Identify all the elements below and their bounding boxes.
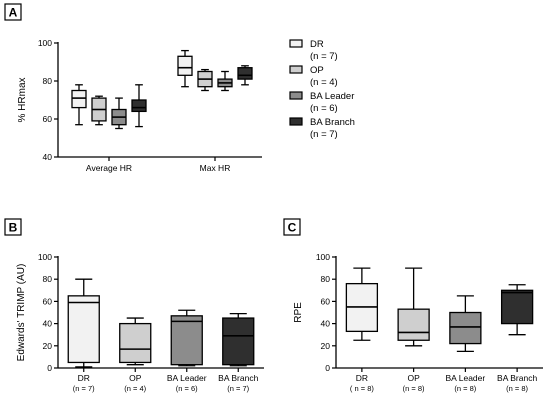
panel-a-legend-swatch [289,91,303,100]
panel-b-box-box [67,295,100,364]
panel-a-letter-box [4,3,22,21]
panel-b-ytick-label: 40 [43,319,53,329]
panel-b-letter-box [4,218,22,236]
panel-b-category-n: (n = 7) [227,384,249,393]
panel-c-ylabel: RPE [293,302,304,323]
panel-c-category-n: (n = 8) [454,384,476,393]
panel-a-legend-name: DR [310,39,324,50]
panel-a-box-box [177,55,193,76]
panel-a-ylabel: % HRmax [17,77,28,122]
panel-c-box-box [500,289,534,325]
panel-b-ytick-label: 20 [43,341,53,351]
panel-c-ytick-label: 40 [321,319,331,329]
panel-c-ytick-label: 0 [325,363,330,373]
panel-b-category-label: BA Branch [218,373,258,383]
panel-c-category-label: BA Leader [446,373,486,383]
panel-c-letter-box [283,218,301,236]
panel-c-category-label: OP [407,373,420,383]
panel-c-letter: C [288,221,297,235]
panel-a-ytick-label: 60 [43,114,53,124]
panel-b-ylabel: Edwards' TRIMP (AU) [16,264,27,362]
panel-a-box-box [131,99,147,113]
panel-a-legend-swatch [289,117,303,126]
panel-a-legend-n: (n = 6) [310,103,338,114]
panel-a-legend-n: (n = 4) [310,77,338,88]
panel-a-legend-name: OP [310,65,324,76]
panel-c-ytick-label: 60 [321,296,331,306]
panel-b-category-label: BA Leader [167,373,207,383]
panel-b-box-box [119,322,152,364]
panel-a-legend-name: BA Branch [310,117,355,128]
panel-c-category-label: DR [356,373,368,383]
panel-b-category-n: (n = 4) [124,384,146,393]
panel-b-category-n: (n = 6) [176,384,198,393]
panel-c-ytick-label: 80 [321,274,331,284]
panel-b-ytick-label: 100 [38,252,52,262]
panel-c-box-box [397,308,430,341]
panel-a-ytick-label: 100 [38,38,52,48]
panel-a-letter: A [9,6,18,20]
panel-a-box-box [71,89,87,109]
panel-a-legend-name: BA Leader [310,91,354,102]
panel-c-category-label: BA Branch [497,373,537,383]
panel-c-category-n: ( n = 8) [350,384,374,393]
panel-b-ytick-label: 0 [47,363,52,373]
panel-c-ytick-label: 20 [321,341,331,351]
panel-a-legend-n: (n = 7) [310,51,338,62]
panel-a-ytick-label: 40 [43,152,53,162]
panel-a-box-box [237,67,253,80]
panel-a-category-label: Max HR [200,163,231,173]
panel-b-category-n: (n = 7) [73,384,95,393]
panel-b-category-label: OP [129,373,142,383]
panel-b-box-box [222,317,255,366]
panel-b-category-label: DR [78,373,90,383]
panel-c-ytick-label: 100 [316,252,330,262]
panel-a-legend-swatch [289,65,303,74]
panel-b-ytick-label: 80 [43,274,53,284]
panel-a-legend-n: (n = 7) [310,129,338,140]
panel-c-category-n: (n = 8) [506,384,528,393]
panel-c-category-n: (n = 8) [403,384,425,393]
panel-b-box-box [170,315,203,366]
panel-c-box-box [449,311,482,345]
panel-a-category-label: Average HR [86,163,132,173]
panel-b-letter: B [9,221,18,235]
panel-b-ytick-label: 60 [43,296,53,306]
panel-a-legend-swatch [289,39,303,48]
panel-a-ytick-label: 80 [43,76,53,86]
